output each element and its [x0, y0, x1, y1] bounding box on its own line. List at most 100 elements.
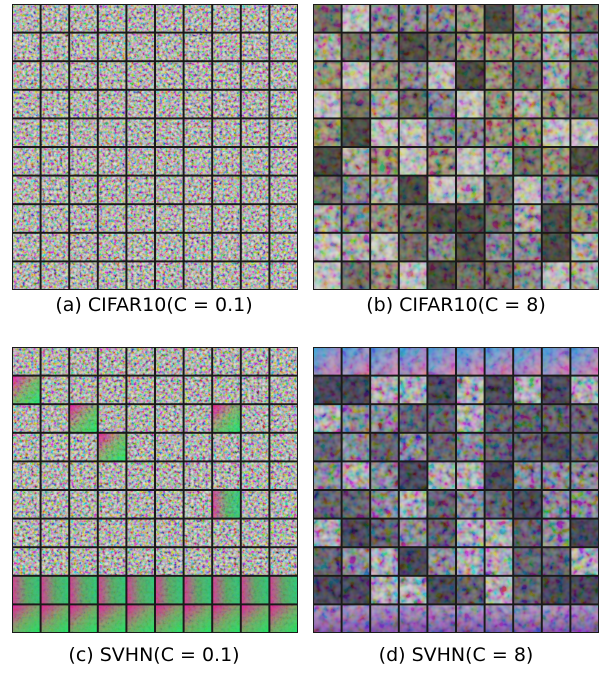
cell-texture — [42, 520, 69, 547]
cell-texture — [99, 119, 126, 146]
cell-texture — [428, 234, 455, 261]
cell-texture — [127, 462, 154, 489]
cell-texture — [486, 177, 513, 204]
cell-texture — [213, 491, 240, 518]
cell-texture — [42, 462, 69, 489]
cell-texture — [371, 520, 398, 547]
cell-texture — [185, 462, 212, 489]
cell-texture — [127, 205, 154, 232]
cell-texture — [314, 520, 341, 547]
cell-texture — [314, 377, 341, 404]
cell-texture — [486, 377, 513, 404]
cell-texture — [242, 462, 269, 489]
cell-texture — [13, 434, 40, 461]
cell-texture — [42, 348, 69, 375]
cell-texture — [400, 205, 427, 232]
cell-texture — [428, 177, 455, 204]
cell-texture — [400, 148, 427, 175]
cell-texture — [371, 262, 398, 289]
cell-texture — [428, 520, 455, 547]
cell-texture — [185, 262, 212, 289]
cell-texture — [127, 177, 154, 204]
cell-texture — [99, 405, 126, 432]
cell-texture — [185, 34, 212, 61]
cell-texture — [242, 520, 269, 547]
cell-texture — [213, 119, 240, 146]
cell-texture — [70, 91, 97, 118]
cell-texture — [371, 405, 398, 432]
cell-texture — [343, 520, 370, 547]
cell-texture — [486, 5, 513, 32]
cell-texture — [185, 491, 212, 518]
cell-texture — [457, 577, 484, 604]
cell-texture — [343, 205, 370, 232]
cell-texture — [213, 177, 240, 204]
cell-texture — [314, 405, 341, 432]
cell-texture — [400, 348, 427, 375]
cell-texture — [428, 434, 455, 461]
cell-texture — [543, 405, 570, 432]
cell-texture — [343, 348, 370, 375]
cell-texture — [571, 348, 598, 375]
cell-texture — [242, 62, 269, 89]
cell-texture — [543, 520, 570, 547]
cell-texture — [270, 348, 297, 375]
cell-texture — [13, 234, 40, 261]
cell-texture — [457, 205, 484, 232]
cell-texture — [314, 5, 341, 32]
cell-texture — [156, 177, 183, 204]
cell-texture — [185, 148, 212, 175]
cell-texture — [514, 62, 541, 89]
cell-texture — [428, 462, 455, 489]
cell-texture — [514, 119, 541, 146]
cell-texture — [514, 348, 541, 375]
cell-texture — [42, 91, 69, 118]
cell-texture — [371, 148, 398, 175]
cell-texture — [514, 577, 541, 604]
cell-texture — [371, 491, 398, 518]
cell-texture — [242, 348, 269, 375]
cell-texture — [99, 577, 126, 604]
cell-texture — [314, 262, 341, 289]
cell-texture — [156, 577, 183, 604]
cell-texture — [156, 348, 183, 375]
cell-texture — [156, 148, 183, 175]
cell-texture — [70, 605, 97, 632]
cell-texture — [514, 434, 541, 461]
cell-texture — [99, 605, 126, 632]
cell-texture — [543, 234, 570, 261]
cell-texture — [156, 119, 183, 146]
cell-texture — [99, 520, 126, 547]
cell-texture — [127, 234, 154, 261]
cell-texture — [185, 205, 212, 232]
cell-texture — [457, 434, 484, 461]
cell-texture — [242, 577, 269, 604]
cell-texture — [13, 91, 40, 118]
cell-texture — [13, 119, 40, 146]
cell-texture — [543, 605, 570, 632]
cell-texture — [127, 377, 154, 404]
cell-texture — [457, 119, 484, 146]
cell-texture — [13, 605, 40, 632]
cell-texture — [457, 520, 484, 547]
cell-texture — [428, 377, 455, 404]
cell-texture — [457, 491, 484, 518]
cell-texture — [428, 548, 455, 575]
cell-texture — [242, 205, 269, 232]
cell-texture — [314, 348, 341, 375]
cell-texture — [314, 605, 341, 632]
cell-texture — [156, 234, 183, 261]
cell-texture — [156, 405, 183, 432]
cell-texture — [213, 148, 240, 175]
cell-texture — [185, 62, 212, 89]
cell-texture — [457, 34, 484, 61]
cell-texture — [571, 377, 598, 404]
cell-texture — [156, 520, 183, 547]
cell-texture — [127, 348, 154, 375]
cell-texture — [185, 434, 212, 461]
cell-texture — [185, 605, 212, 632]
cell-texture — [514, 234, 541, 261]
cell-texture — [270, 205, 297, 232]
cell-texture — [343, 405, 370, 432]
cell-texture — [343, 605, 370, 632]
